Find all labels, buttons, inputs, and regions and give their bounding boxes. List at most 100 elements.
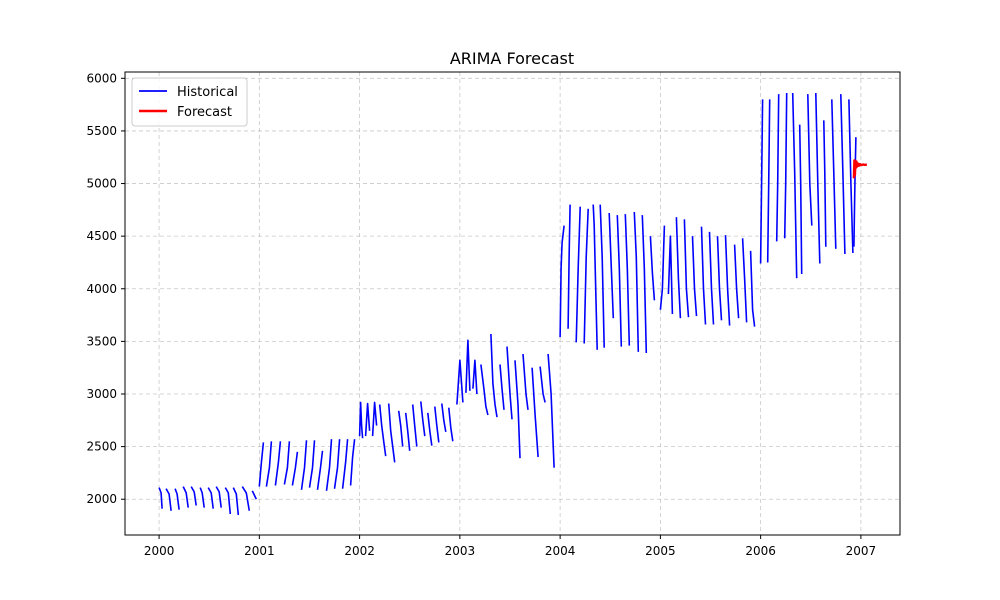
series-line-historical	[539, 366, 546, 403]
x-tick-label: 2007	[846, 544, 877, 558]
series-line-historical	[300, 440, 308, 490]
x-tick-label: 2006	[745, 544, 776, 558]
x-tick-label: 2003	[445, 544, 476, 558]
y-tick-label: 6000	[86, 71, 117, 85]
series-line-historical	[480, 364, 489, 416]
series-line-historical	[215, 486, 222, 508]
y-tick-label: 3500	[86, 334, 117, 348]
x-tick-label: 2005	[645, 544, 676, 558]
series-line-historical	[441, 403, 447, 433]
series-line-historical	[708, 231, 715, 325]
series-layer	[158, 92, 867, 516]
series-line-historical	[592, 204, 598, 350]
series-line-historical	[649, 236, 656, 301]
series-line-historical	[325, 439, 333, 491]
series-line-historical	[783, 92, 788, 239]
y-tick-label: 5500	[86, 124, 117, 138]
series-line-historical	[700, 226, 707, 325]
series-line-historical	[378, 404, 387, 457]
plot-frame	[124, 71, 901, 536]
x-tick-label: 2000	[144, 544, 175, 558]
series-line-historical	[667, 235, 674, 315]
series-line-historical	[371, 401, 378, 437]
series-line-historical	[633, 211, 640, 352]
series-line-historical	[427, 412, 433, 446]
series-line-historical	[823, 120, 827, 247]
y-tick-label: 2500	[86, 440, 117, 454]
series-line-historical	[853, 137, 857, 247]
series-line-historical	[404, 412, 411, 451]
series-line-historical	[207, 487, 214, 509]
series-line-historical	[465, 339, 471, 393]
series-line-historical	[420, 401, 426, 437]
series-line-historical	[624, 214, 631, 346]
series-line-historical	[472, 359, 478, 395]
series-line-historical	[232, 487, 240, 516]
series-line-historical	[241, 486, 251, 511]
y-tick-label: 4000	[86, 282, 117, 296]
series-line-historical	[411, 404, 418, 447]
series-line-historical	[387, 403, 396, 463]
series-line-historical	[724, 235, 731, 326]
y-tick-label: 2000	[86, 492, 117, 506]
series-line-historical	[775, 94, 780, 242]
series-line-historical	[791, 92, 798, 279]
series-line-historical	[333, 439, 341, 489]
series-line-historical	[190, 486, 197, 506]
series-line-historical	[349, 439, 356, 486]
x-tick-label: 2001	[244, 544, 275, 558]
y-tick-label: 4500	[86, 229, 117, 243]
series-line-historical	[531, 367, 539, 458]
series-line-historical	[798, 124, 803, 275]
series-line-historical	[831, 99, 837, 249]
chart-title: ARIMA Forecast	[450, 49, 574, 68]
series-line-historical	[741, 238, 748, 323]
series-line-historical	[716, 236, 723, 321]
series-line-historical	[448, 407, 454, 442]
series-line-historical	[397, 410, 404, 447]
grid	[125, 72, 900, 535]
series-line-historical	[691, 236, 698, 317]
series-line-historical	[174, 488, 180, 510]
series-forecast	[852, 159, 867, 179]
legend: Historical Forecast	[131, 77, 248, 127]
series-line-historical	[434, 406, 440, 443]
series-line-historical	[683, 219, 690, 318]
series-line-historical	[274, 441, 282, 486]
series-line-historical	[316, 450, 324, 490]
series-line-historical	[499, 364, 505, 410]
series-line-historical	[308, 440, 316, 488]
series-line-historical	[567, 204, 571, 329]
series-line-historical	[733, 244, 740, 319]
series-line-historical	[456, 359, 464, 405]
series-line-forecast	[852, 159, 867, 179]
legend-box	[131, 77, 248, 127]
series-line-historical	[608, 212, 615, 319]
series-line-historical	[547, 353, 555, 468]
series-line-historical	[158, 487, 163, 509]
x-tick-label: 2002	[344, 544, 375, 558]
series-line-historical	[358, 401, 364, 439]
series-line-historical	[199, 487, 205, 508]
series-line-historical	[659, 225, 666, 310]
series-line-historical	[616, 215, 623, 347]
series-line-historical	[506, 346, 513, 420]
series-line-historical	[224, 487, 232, 515]
y-tick-label: 3000	[86, 387, 117, 401]
x-tick-label: 2004	[545, 544, 576, 558]
series-line-historical	[265, 441, 273, 487]
series-line-historical	[675, 217, 682, 319]
series-line-historical	[559, 225, 565, 338]
series-line-historical	[807, 94, 813, 226]
series-line-historical	[341, 439, 349, 489]
y-axis: 2000 2500 3000 3500 4000 4500 5000 5500 6000	[86, 71, 125, 506]
series-line-historical	[283, 441, 291, 485]
series-line-historical	[165, 488, 172, 511]
series-line-historical	[848, 99, 854, 254]
series-line-historical	[840, 94, 846, 255]
series-line-historical	[641, 215, 648, 354]
series-historical	[158, 92, 857, 516]
series-line-historical	[575, 206, 581, 343]
x-axis: 2000 2001 2002 2003 2004 2005 2006 2007	[144, 535, 876, 558]
